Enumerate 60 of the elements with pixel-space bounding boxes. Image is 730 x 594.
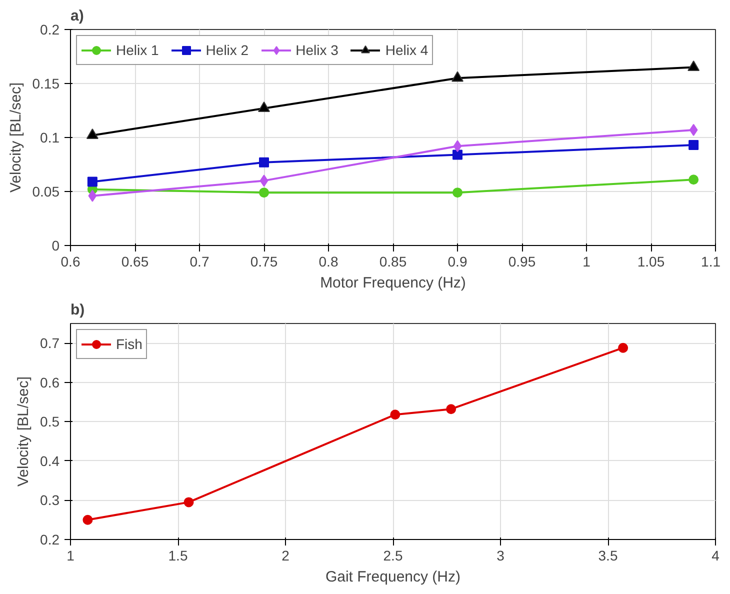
- point: [88, 190, 97, 202]
- point: [688, 60, 700, 71]
- x-tick-label: 3: [496, 548, 505, 564]
- x-tick-label: 1: [582, 254, 591, 270]
- point: [390, 410, 400, 420]
- legend-label: Helix 4: [385, 42, 428, 58]
- y-axis-title: Velocity [BL/sec]: [15, 376, 32, 487]
- x-tick-label: 0.7: [190, 254, 210, 270]
- chart-title: a): [70, 8, 84, 24]
- x-tick-label: 0.65: [121, 254, 149, 270]
- x-tick-label: 1.05: [637, 254, 665, 270]
- point: [82, 514, 93, 525]
- y-tick-label: 0.15: [32, 76, 60, 92]
- y-tick-label: 0.3: [40, 492, 60, 508]
- x-tick-label: 1.1: [701, 254, 721, 270]
- point: [184, 497, 194, 508]
- point: [258, 101, 270, 112]
- point: [618, 342, 628, 353]
- point: [689, 124, 698, 136]
- point: [259, 157, 269, 168]
- y-tick-label: 0.4: [40, 452, 60, 469]
- chart-title: b): [70, 302, 85, 318]
- x-tick-label: 1.5: [168, 548, 188, 564]
- point: [446, 404, 456, 414]
- x-tick-label: 2: [282, 548, 290, 564]
- y-axis-title: Velocity [BL/sec]: [7, 82, 24, 193]
- legend-label: Helix 1: [116, 42, 159, 58]
- x-tick-label: 4: [712, 548, 720, 564]
- point: [259, 188, 269, 198]
- y-tick-label: 0.5: [40, 414, 60, 430]
- point: [688, 174, 699, 185]
- x-tick-label: 0.8: [318, 254, 338, 270]
- y-tick-label: 0.05: [32, 184, 60, 200]
- y-tick-label: 0.2: [40, 22, 60, 38]
- y-tick-label: 0.1: [40, 130, 60, 146]
- x-tick-label: 0.6: [60, 254, 80, 270]
- x-tick-label: 2.5: [383, 548, 403, 564]
- legend-label: Helix 3: [296, 42, 338, 58]
- point: [452, 150, 462, 160]
- x-tick-label: 3.5: [598, 548, 618, 564]
- point: [453, 140, 462, 152]
- point: [87, 176, 98, 187]
- y-tick-label: 0.7: [40, 335, 60, 352]
- x-tick-label: 0.95: [508, 254, 536, 270]
- point: [86, 128, 98, 140]
- y-tick-label: 0.6: [40, 374, 60, 390]
- legend-label: Helix 2: [206, 42, 249, 58]
- x-tick-label: 0.75: [250, 254, 278, 270]
- x-tick-label: 1: [66, 548, 75, 564]
- x-tick-label: 0.9: [448, 254, 468, 270]
- point: [260, 174, 268, 187]
- y-tick-label: 0.2: [40, 532, 60, 548]
- y-tick-label: 0: [52, 238, 60, 254]
- x-tick-label: 0.85: [379, 254, 407, 270]
- x-axis-title: Gait Frequency (Hz): [325, 568, 461, 586]
- point: [452, 188, 462, 198]
- x-axis-title: Motor Frequency (Hz): [320, 274, 466, 292]
- point: [688, 140, 699, 150]
- point: [452, 71, 464, 82]
- legend-label: Fish: [116, 336, 142, 352]
